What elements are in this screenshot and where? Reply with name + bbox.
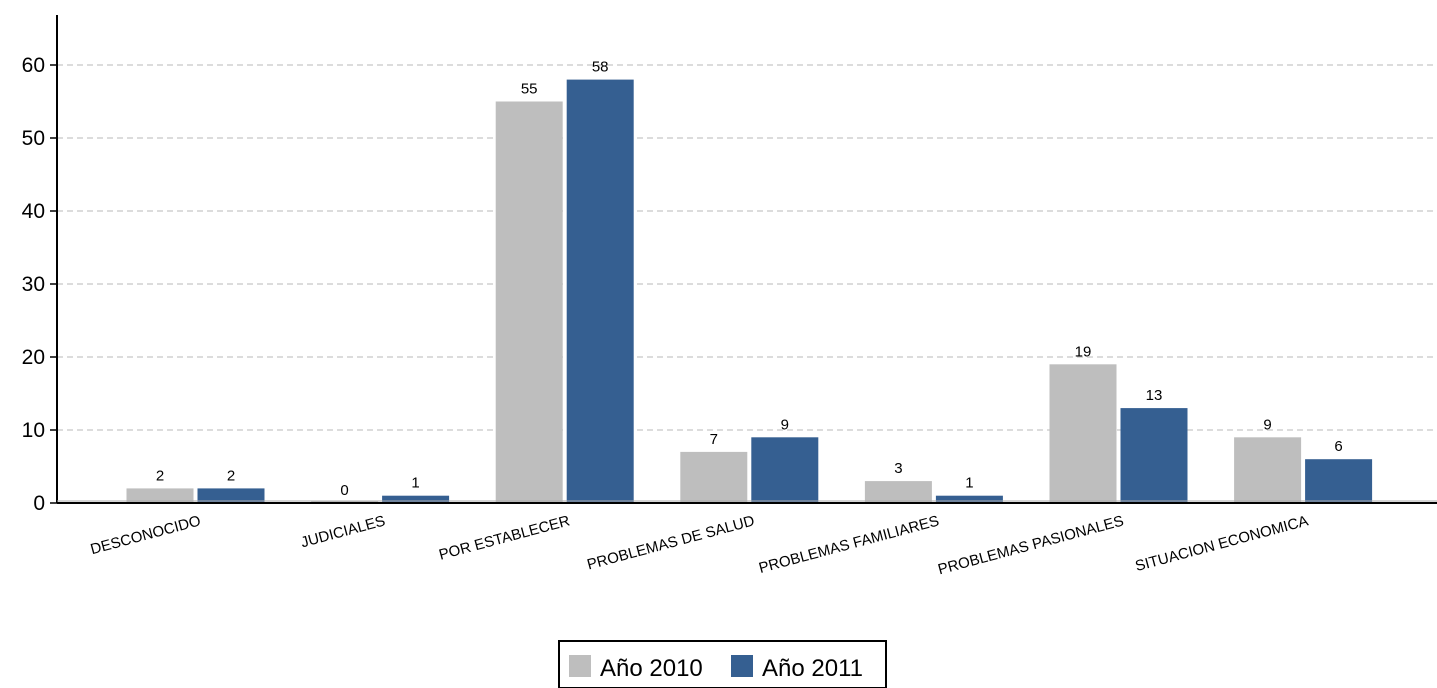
x-tick-label: SITUACION ECONOMICA <box>1133 512 1310 575</box>
y-tick-label: 0 <box>33 492 45 515</box>
bar <box>680 451 748 503</box>
x-tick-label: DESCONOCIDO <box>89 512 203 558</box>
data-label: 3 <box>894 460 902 477</box>
data-label: 13 <box>1146 387 1163 404</box>
legend-swatch <box>731 655 753 677</box>
data-label: 2 <box>227 467 235 484</box>
data-label: 19 <box>1075 343 1092 360</box>
bar <box>1305 459 1373 503</box>
legend-box <box>558 640 887 688</box>
bar <box>197 488 265 503</box>
x-tick-label: POR ESTABLECER <box>437 512 572 563</box>
data-label: 55 <box>521 81 538 98</box>
data-label: 2 <box>156 467 164 484</box>
legend-label: Año 2011 <box>762 655 863 682</box>
bar <box>1120 408 1188 503</box>
x-tick-label: PROBLEMAS FAMILIARES <box>757 512 941 577</box>
y-tick-label: 60 <box>22 54 45 77</box>
bar <box>751 437 819 503</box>
data-label: 1 <box>411 475 419 492</box>
bar <box>1049 364 1117 503</box>
axes <box>50 15 1437 504</box>
bar <box>935 495 1003 503</box>
y-tick-label: 40 <box>22 200 45 223</box>
bars: 2 2 0 1 55 58 7 9 3 1 19 13 9 6 <box>126 59 1373 503</box>
data-label: 9 <box>1263 416 1271 433</box>
data-label: 1 <box>965 475 973 492</box>
y-tick-label: 20 <box>22 346 45 369</box>
data-label: 58 <box>592 59 609 76</box>
category-labels: DESCONOCIDO JUDICIALES POR ESTABLECER PROBL… <box>89 512 1310 578</box>
bar <box>495 101 563 503</box>
data-label: 7 <box>710 431 718 448</box>
legend-label: Año 2010 <box>600 655 703 682</box>
gridlines <box>57 64 1437 431</box>
bar <box>126 488 194 503</box>
y-tick-label: 50 <box>22 127 45 150</box>
x-tick-label: PROBLEMAS PASIONALES <box>936 512 1125 578</box>
legend: Año 2010 Año 2011 <box>558 640 887 688</box>
data-label: 0 <box>340 482 348 499</box>
y-tick-labels: 0 10 20 30 40 50 60 <box>22 54 45 515</box>
bar <box>864 481 932 503</box>
data-label: 6 <box>1334 438 1342 455</box>
x-tick-label: JUDICIALES <box>299 512 387 551</box>
y-tick-label: 10 <box>22 419 45 442</box>
data-label: 9 <box>781 416 789 433</box>
y-tick-label: 30 <box>22 273 45 296</box>
legend-swatch <box>569 655 591 677</box>
bar <box>382 495 450 503</box>
bar <box>566 79 634 503</box>
bar <box>1234 437 1302 503</box>
x-tick-label: PROBLEMAS DE SALUD <box>585 512 756 573</box>
